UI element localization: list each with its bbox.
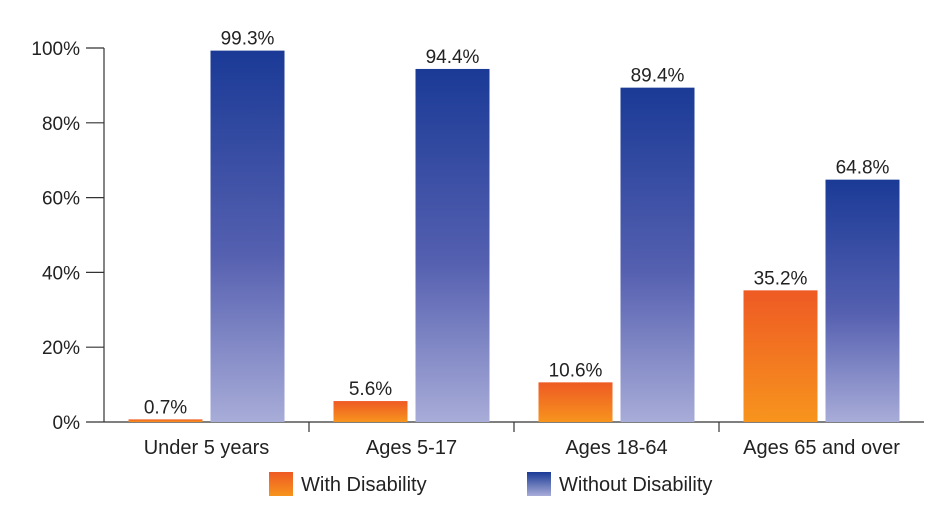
y-tick-label: 100% xyxy=(31,39,80,60)
legend-label-without-disability: Without Disability xyxy=(559,474,712,496)
legend: With Disability Without Disability xyxy=(269,472,712,496)
legend-swatch-with-disability xyxy=(269,472,293,496)
data-label: 94.4% xyxy=(426,47,480,68)
data-label: 99.3% xyxy=(221,29,275,50)
legend-label-with-disability: With Disability xyxy=(301,474,427,496)
data-label: 64.8% xyxy=(836,158,890,179)
y-tick-label: 80% xyxy=(42,114,80,135)
y-tick-label: 0% xyxy=(53,413,81,434)
data-label: 89.4% xyxy=(631,66,685,87)
category-labels: Under 5 years Ages 5-17 Ages 18-64 Ages 65 … xyxy=(144,437,901,459)
bar-with-disability xyxy=(333,401,408,422)
x-tick-label: Ages 5-17 xyxy=(366,437,457,459)
data-label: 0.7% xyxy=(144,397,187,418)
x-tick-label: Ages 18-64 xyxy=(565,437,667,459)
data-label: 35.2% xyxy=(754,268,808,289)
bar-with-disability xyxy=(743,290,818,422)
data-label: 10.6% xyxy=(549,360,603,381)
bar-without-disability xyxy=(415,68,490,422)
y-tick-label: 20% xyxy=(42,338,80,359)
bar-with-disability xyxy=(128,419,203,422)
bar-without-disability xyxy=(825,179,900,422)
bars xyxy=(128,50,900,423)
bar-with-disability xyxy=(538,382,613,422)
value-labels: 0.7% 99.3% 5.6% 94.4% 10.6% 89.4% 35.2% 64.8% xyxy=(144,29,890,419)
y-tick-label: 60% xyxy=(42,189,80,210)
x-tick-label: Under 5 years xyxy=(144,437,270,459)
y-tick-label: 40% xyxy=(42,263,80,284)
y-axis: 0% 20% 40% 60% 80% 100% xyxy=(31,39,105,434)
x-tick-label: Ages 65 and over xyxy=(743,437,900,459)
bar-without-disability xyxy=(620,87,695,423)
data-label: 5.6% xyxy=(349,379,392,400)
bar-without-disability xyxy=(210,50,285,422)
legend-swatch-without-disability xyxy=(527,472,551,496)
x-axis xyxy=(104,421,924,432)
